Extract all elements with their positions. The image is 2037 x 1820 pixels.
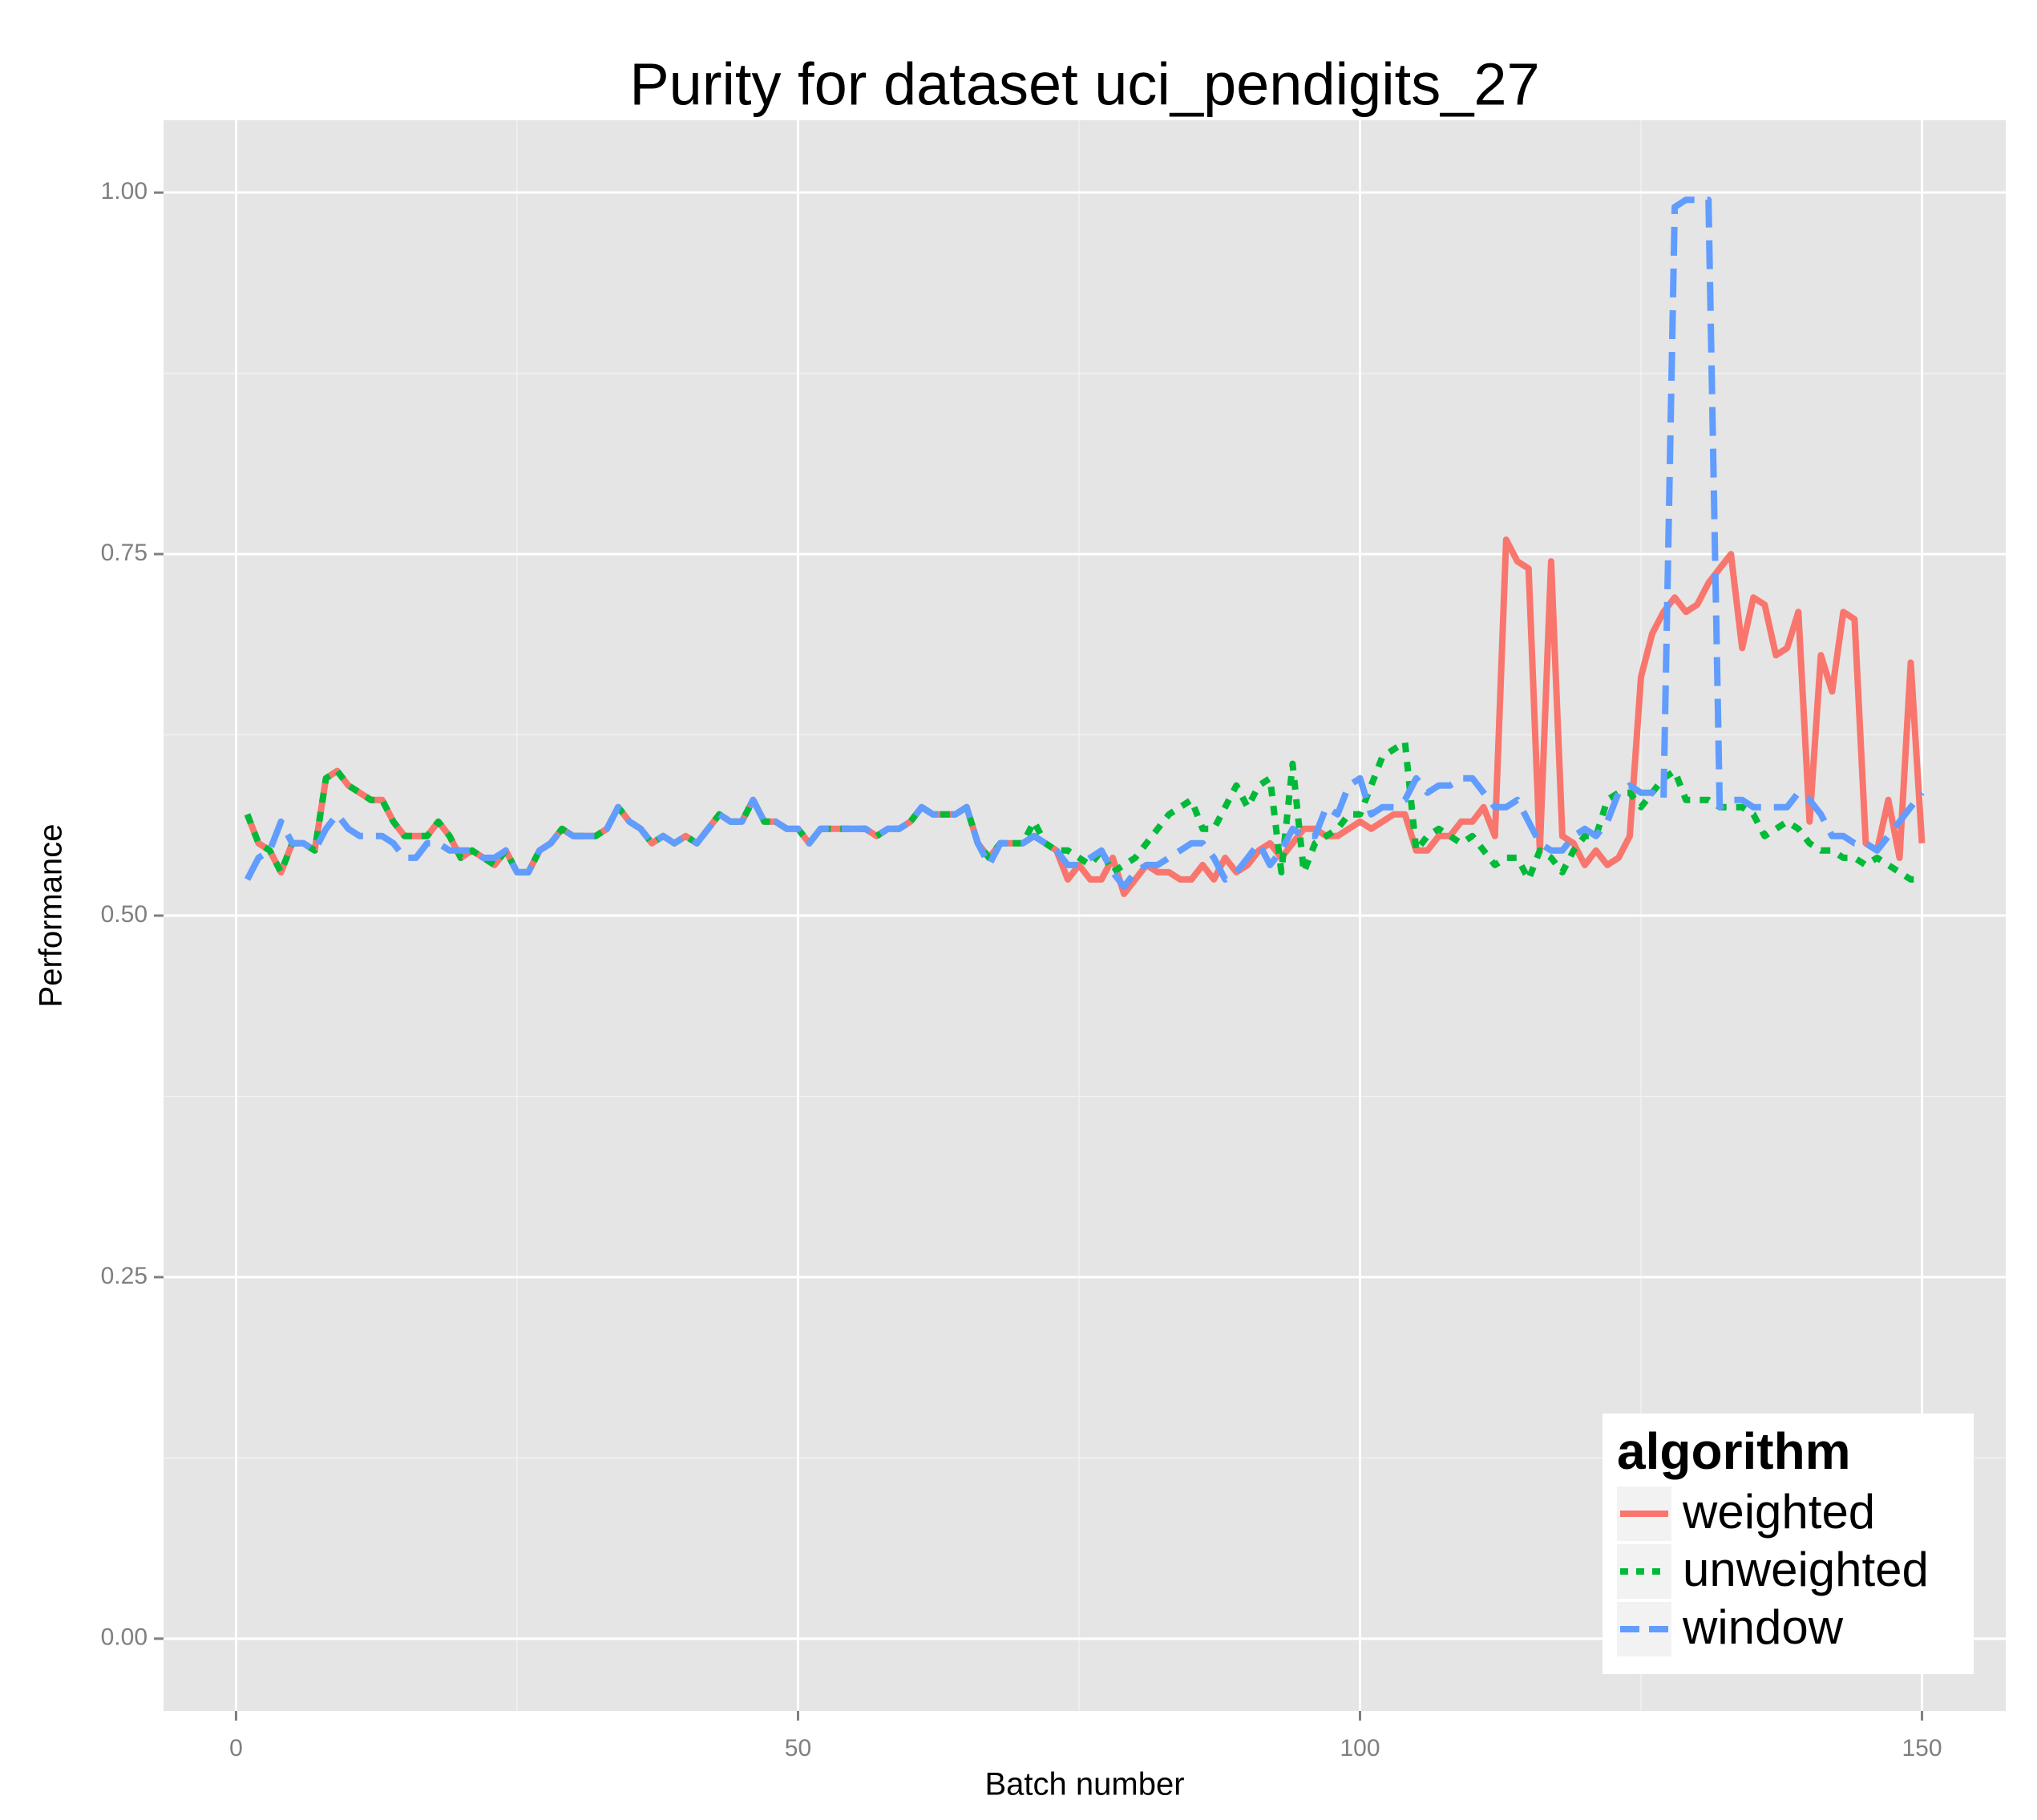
x-tick-label: 50 [785, 1735, 811, 1761]
y-axis-title: Performance [34, 824, 69, 1008]
y-tick-label: 1.00 [101, 178, 148, 204]
lines [244, 196, 1926, 897]
y-tick-label: 0.00 [101, 1624, 148, 1651]
y-tick-label: 0.25 [101, 1263, 148, 1289]
x-tick-label: 150 [1902, 1735, 1942, 1761]
legend-label: window [1682, 1600, 1844, 1654]
chart-title: Purity for dataset uci_pendigits_27 [629, 51, 1539, 118]
y-tick-label: 0.75 [101, 540, 148, 566]
series-line [244, 196, 1925, 890]
x-tick-label: 0 [229, 1735, 243, 1761]
legend-title: algorithm [1617, 1422, 1851, 1480]
x-tick-label: 100 [1340, 1735, 1380, 1761]
legend-label: unweighted [1683, 1543, 1929, 1596]
legend-label: weighted [1682, 1485, 1875, 1539]
x-axis-title: Batch number [984, 1767, 1184, 1802]
y-tick-label: 0.50 [101, 901, 148, 928]
